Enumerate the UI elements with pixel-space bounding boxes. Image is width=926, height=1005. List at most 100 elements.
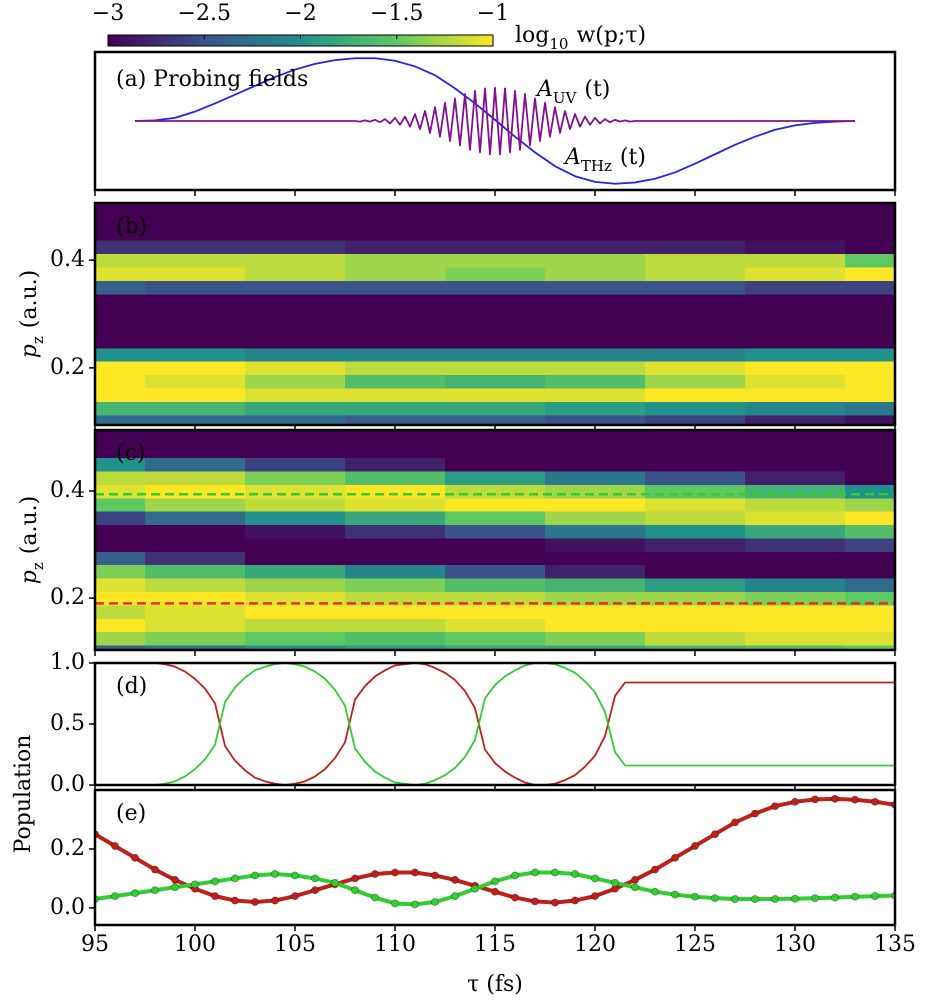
heatmap-cell (745, 551, 846, 566)
heatmap-cell (845, 537, 895, 552)
heatmap-cell (545, 347, 646, 362)
heatmap-cell (845, 361, 895, 376)
heatmap-cell (445, 618, 546, 633)
heatmap-cell (345, 591, 446, 606)
heatmap-cell (345, 320, 446, 335)
heatmap-cell (745, 430, 846, 445)
heatmap-cell (845, 280, 895, 295)
heatmap-cell (95, 280, 146, 295)
heatmap-cell (645, 253, 746, 268)
heatmap-cell (345, 374, 446, 389)
heatmap-cell (845, 203, 895, 214)
heatmap-cell (145, 604, 246, 619)
data-point (851, 795, 860, 804)
data-point (270, 896, 279, 905)
heatmap-cell (95, 591, 146, 606)
data-point (130, 889, 139, 898)
data-line (135, 86, 855, 156)
heatmap-cell (445, 484, 546, 499)
data-point (350, 874, 359, 883)
heatmap-cell (845, 457, 895, 472)
data-point (150, 865, 159, 874)
data-point (410, 868, 419, 877)
data-point (170, 875, 179, 884)
heatmap-cell (345, 644, 446, 650)
heatmap-cell (345, 253, 446, 268)
data-point (490, 877, 499, 886)
data-point (210, 877, 219, 886)
series-annotation-suffix: (t) (620, 145, 646, 170)
heatmap-cell (345, 497, 446, 512)
x-tick-label: 125 (674, 932, 716, 957)
heatmap-cell (445, 524, 546, 539)
data-point (771, 802, 780, 811)
y-axis-label-sub: z (29, 562, 47, 570)
heatmap-cell (95, 401, 146, 416)
data-point (531, 897, 540, 906)
heatmap-cell (845, 644, 895, 650)
heatmap-cell (145, 444, 246, 459)
heatmap-cell (95, 430, 146, 445)
heatmap-cell (145, 334, 246, 349)
heatmap-cell (145, 564, 246, 579)
data-point (651, 887, 660, 896)
heatmap-cell (95, 631, 146, 646)
heatmap-cell (245, 320, 346, 335)
heatmap-cell (645, 551, 746, 566)
data-point (390, 899, 399, 908)
data-point (170, 883, 179, 892)
heatmap-cell (245, 347, 346, 362)
heatmap-cell (95, 334, 146, 349)
heatmap-cell (95, 320, 146, 335)
colorbar-label-suffix: w(p;τ) (576, 23, 646, 48)
heatmap-cell (345, 239, 446, 254)
heatmap-cell (95, 374, 146, 389)
heatmap-cell (145, 470, 246, 485)
heatmap-cell (545, 239, 646, 254)
y-axis-label-sub: z (29, 336, 47, 344)
heatmap-cell (745, 347, 846, 362)
heatmap-cell (345, 280, 446, 295)
heatmap-cell (445, 551, 546, 566)
heatmap-cell (845, 253, 895, 268)
data-point (370, 893, 379, 902)
series-annotation: AUV (t) (535, 77, 610, 107)
heatmap-cell (145, 212, 246, 228)
plot-area (95, 203, 895, 425)
heatmap-cell (445, 374, 546, 389)
heatmap-cell (745, 239, 846, 254)
heatmap-cell (95, 618, 146, 633)
heatmap-cell (645, 388, 746, 403)
data-point (831, 794, 840, 803)
heatmap-cell (745, 564, 846, 579)
y-axis-label-suffix: (a.u.) (17, 496, 42, 554)
heatmap-cell (145, 524, 246, 539)
heatmap-cell (245, 293, 346, 308)
data-point (230, 896, 239, 905)
heatmap-cell (445, 444, 546, 459)
heatmap-cell (245, 266, 346, 281)
heatmap-cell (95, 253, 146, 268)
x-axis-label: τ (fs) (467, 972, 523, 997)
heatmap-cell (845, 430, 895, 445)
data-point (671, 853, 680, 862)
heatmap-cell (95, 203, 146, 214)
heatmap-cell (645, 644, 746, 650)
heatmap-cell (145, 631, 246, 646)
data-line (134, 57, 856, 185)
series-annotation: ATHz (t) (563, 145, 646, 175)
panel-frame (93, 788, 897, 927)
heatmap-cell (345, 388, 446, 403)
colorbar-tick-label: −1 (477, 1, 509, 26)
heatmap-cell (445, 578, 546, 592)
heatmap-cell (545, 226, 646, 241)
heatmap-cell (745, 374, 846, 389)
heatmap-cell (145, 415, 246, 425)
data-point (510, 893, 519, 902)
heatmap-cell (745, 203, 846, 214)
heatmap-cell (845, 293, 895, 308)
heatmap-cell (545, 497, 646, 512)
data-point (330, 878, 339, 887)
heatmap-cell (145, 537, 246, 552)
